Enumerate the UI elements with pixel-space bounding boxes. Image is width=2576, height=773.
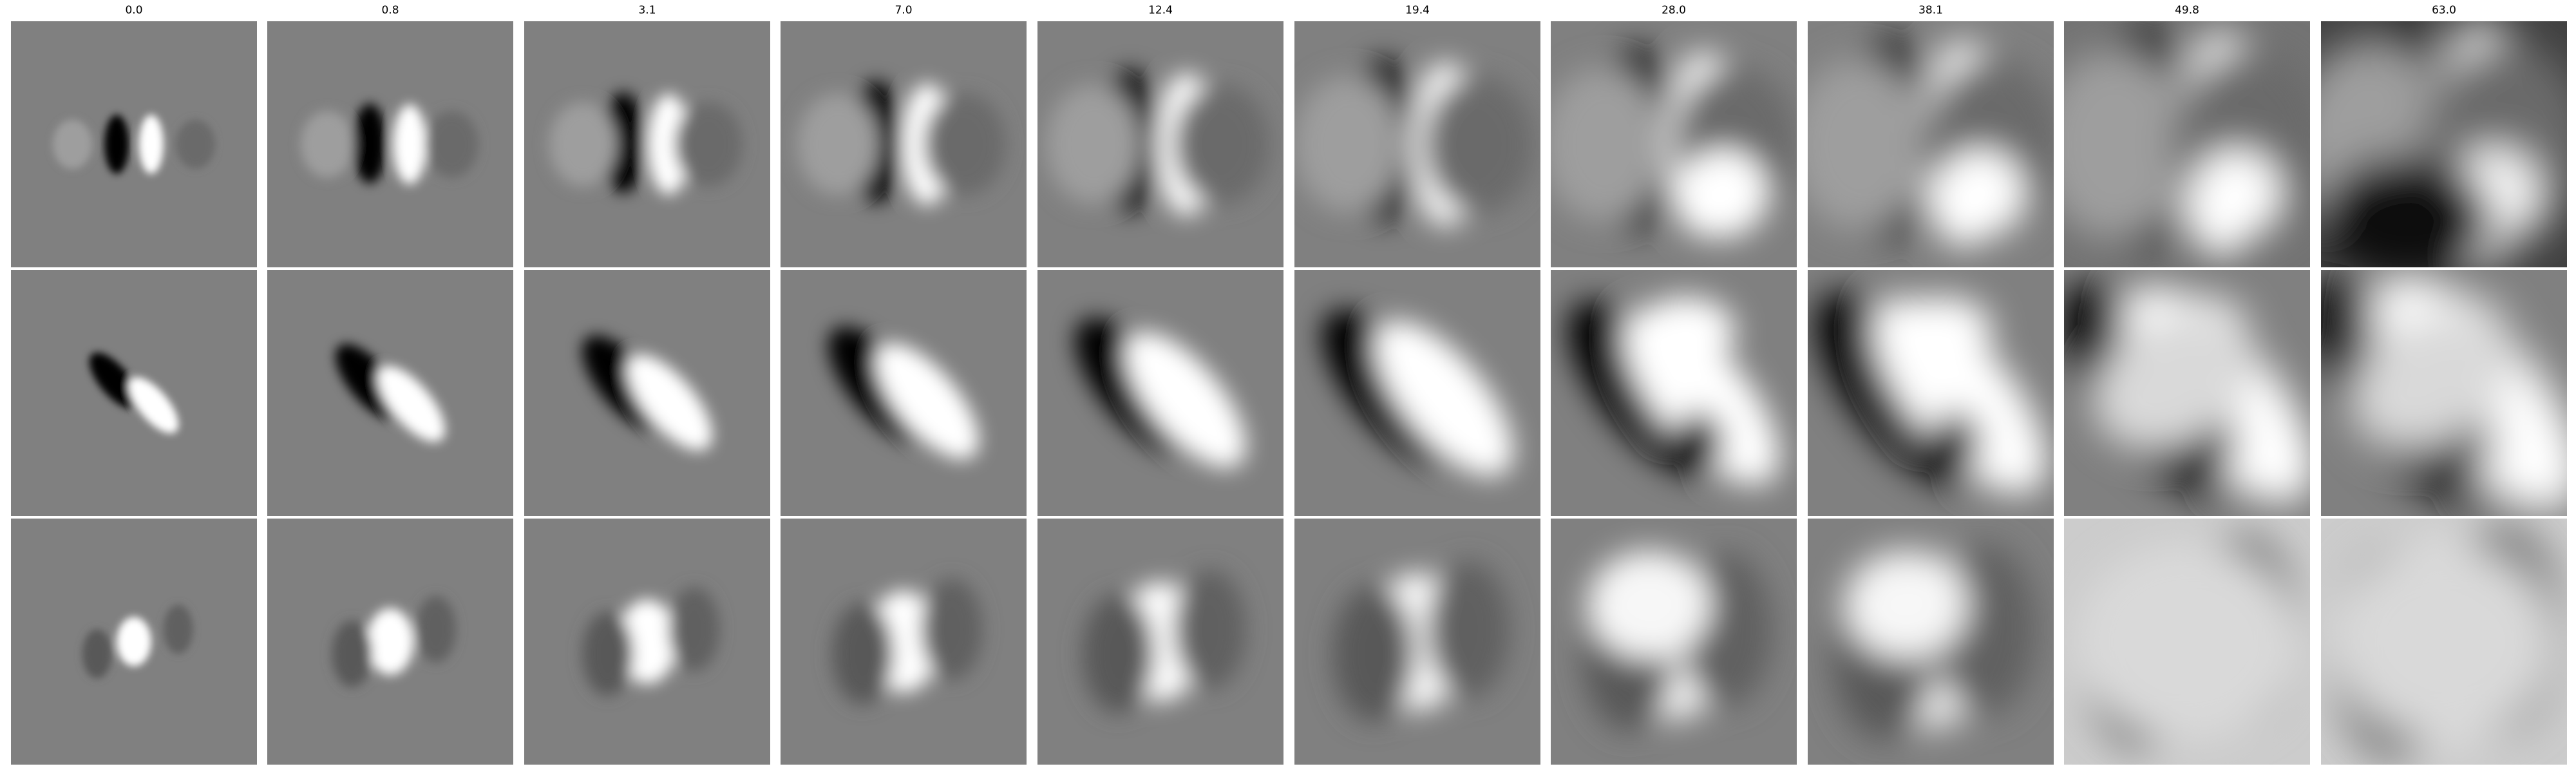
filter-panel bbox=[1037, 519, 1283, 765]
filter-panel bbox=[267, 21, 513, 267]
filter-panel bbox=[11, 21, 257, 267]
filter-panel bbox=[2321, 270, 2567, 516]
filter-panel bbox=[1294, 21, 1540, 267]
filter-panel bbox=[524, 519, 770, 765]
filter-panel bbox=[1294, 270, 1540, 516]
filter-panel bbox=[524, 270, 770, 516]
filter-panel bbox=[781, 270, 1027, 516]
filter-panel bbox=[1808, 519, 2054, 765]
column-title: 28.0 bbox=[1662, 4, 1686, 17]
column-title: 12.4 bbox=[1148, 4, 1173, 17]
filter-panel bbox=[2064, 21, 2310, 267]
filter-panel bbox=[2321, 519, 2567, 765]
column-title: 3.1 bbox=[638, 4, 656, 17]
filter-panel bbox=[781, 21, 1027, 267]
filter-panel bbox=[11, 519, 257, 765]
filter-panel bbox=[1037, 21, 1283, 267]
filter-panel bbox=[1294, 519, 1540, 765]
column-title: 19.4 bbox=[1405, 4, 1430, 17]
column-title: 7.0 bbox=[895, 4, 913, 17]
filter-panel bbox=[2321, 21, 2567, 267]
filter-panel bbox=[1551, 519, 1797, 765]
column-title: 38.1 bbox=[1918, 4, 1943, 17]
filter-panel bbox=[781, 519, 1027, 765]
column-title: 0.8 bbox=[381, 4, 399, 17]
filter-panel bbox=[267, 519, 513, 765]
filter-panel bbox=[1037, 270, 1283, 516]
column-title: 63.0 bbox=[2432, 4, 2456, 17]
filter-panel bbox=[11, 270, 257, 516]
filter-panel bbox=[1551, 270, 1797, 516]
column-title: 49.8 bbox=[2175, 4, 2199, 17]
filter-panel bbox=[1808, 21, 2054, 267]
filter-panel bbox=[2064, 270, 2310, 516]
column-title: 0.0 bbox=[125, 4, 143, 17]
filter-panel bbox=[1808, 270, 2054, 516]
filter-panel bbox=[524, 21, 770, 267]
filter-panel bbox=[1551, 21, 1797, 267]
filter-panel bbox=[267, 270, 513, 516]
filter-panel bbox=[2064, 519, 2310, 765]
